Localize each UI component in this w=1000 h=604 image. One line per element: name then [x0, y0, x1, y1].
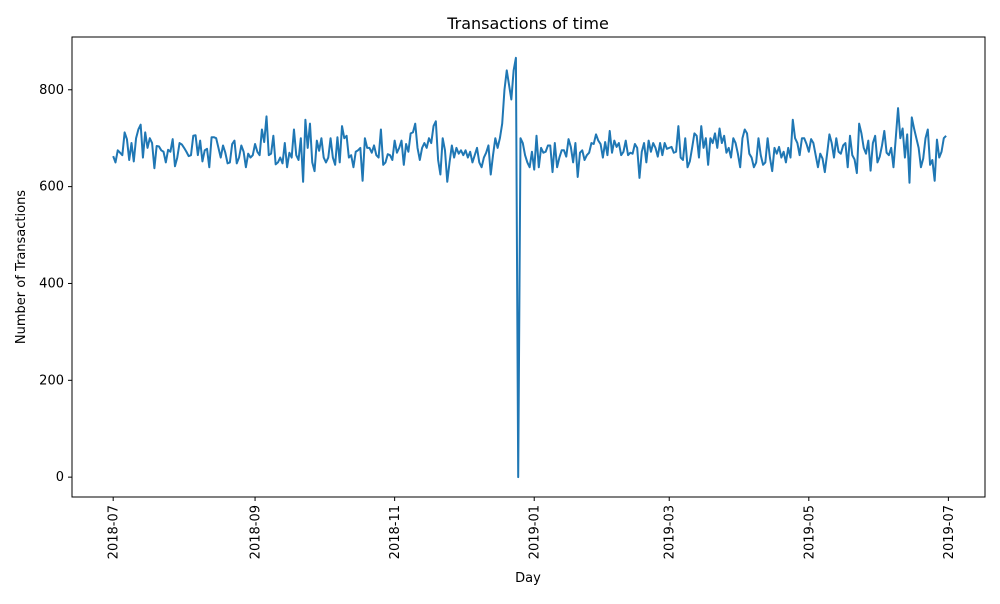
- x-tick-label: 2018-09: [249, 505, 264, 559]
- x-tick-label: 2018-07: [107, 505, 122, 559]
- x-tick-label: 2019-01: [528, 505, 543, 559]
- y-axis-label: Number of Transactions: [14, 190, 29, 344]
- x-tick-label: 2019-07: [942, 505, 957, 559]
- series-line: [112, 56, 947, 479]
- x-tick-label: 2018-11: [388, 505, 403, 559]
- y-tick-label: 0: [56, 470, 64, 485]
- y-tick-label: 400: [39, 276, 64, 291]
- x-tick-label: 2019-05: [802, 505, 817, 559]
- x-tick-label: 2019-03: [663, 505, 678, 559]
- y-tick-label: 200: [39, 373, 64, 388]
- y-tick-label: 800: [39, 83, 64, 98]
- y-tick-label: 600: [39, 180, 64, 195]
- chart-title: Transactions of time: [446, 14, 609, 33]
- plot-frame: [71, 36, 986, 498]
- x-axis-label: Day: [515, 571, 541, 586]
